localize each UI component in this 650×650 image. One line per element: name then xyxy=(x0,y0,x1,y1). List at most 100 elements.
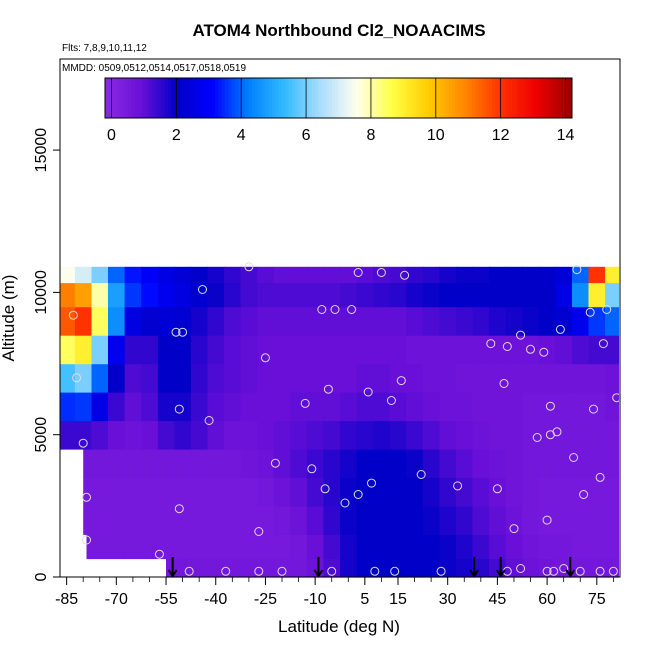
field-cell xyxy=(157,420,175,450)
sample-point xyxy=(499,379,509,388)
field-cell xyxy=(323,266,341,284)
field-cell xyxy=(157,392,175,422)
profile-arrow-head xyxy=(167,569,178,578)
field-cell xyxy=(373,477,391,507)
field-cell xyxy=(340,392,358,422)
colorbar-tick-label: 0 xyxy=(107,127,116,144)
field-cell xyxy=(108,306,126,336)
flights-subtitle: Flts: 7,8,9,10,11,12 xyxy=(62,43,147,54)
sample-point xyxy=(572,265,582,275)
field-cell xyxy=(207,335,225,365)
field-cell xyxy=(157,477,175,507)
field-cell xyxy=(406,306,424,336)
colorbar-segment xyxy=(125,78,129,118)
sample-point xyxy=(367,478,376,488)
sample-point xyxy=(516,564,526,573)
field-cell xyxy=(522,477,540,507)
sample-point xyxy=(589,404,598,414)
field-cell xyxy=(356,420,374,450)
field-cell xyxy=(389,282,407,308)
field-cell xyxy=(60,266,76,284)
field-cell xyxy=(422,477,440,507)
field-cell xyxy=(456,335,474,365)
field-cell xyxy=(108,420,126,450)
colorbar-segment xyxy=(528,78,533,118)
colorbar-segment xyxy=(545,78,550,118)
field-cell xyxy=(91,335,109,365)
sample-point xyxy=(595,472,605,482)
colorbar-segment xyxy=(298,78,303,118)
y-axis: 0 5000 10000 15000 xyxy=(33,128,60,581)
field-cell xyxy=(91,266,109,284)
field-cell xyxy=(505,335,523,365)
sample-point xyxy=(72,373,82,383)
sample-point xyxy=(254,527,264,536)
colorbar-segment xyxy=(311,78,316,118)
sample-point xyxy=(555,324,565,334)
field-cell xyxy=(588,335,606,365)
colorbar-segment xyxy=(271,78,276,118)
colorbar-segment xyxy=(238,78,243,118)
field-cell xyxy=(588,420,606,450)
colorbar-segment xyxy=(491,78,496,118)
field-cell xyxy=(422,335,440,365)
field-cell xyxy=(422,558,440,578)
field-cell xyxy=(207,282,225,308)
sample-point xyxy=(204,416,214,425)
field-cell xyxy=(323,335,341,365)
field-cell xyxy=(124,306,142,336)
field-cell xyxy=(340,420,358,450)
colorbar-segment xyxy=(111,78,116,118)
field-cell xyxy=(406,505,424,535)
field-cell xyxy=(588,534,606,560)
x-tick-label: -85 xyxy=(55,591,78,608)
field-cell xyxy=(207,392,225,422)
colorbar-segment xyxy=(405,78,409,118)
colorbar-segment xyxy=(501,78,506,118)
colorbar-segment xyxy=(475,78,479,118)
field-cell xyxy=(538,363,556,393)
field-cell xyxy=(141,335,159,365)
field-cell xyxy=(538,448,556,478)
field-cell xyxy=(422,534,440,560)
field-cell xyxy=(456,282,474,308)
field-cell xyxy=(389,505,407,535)
sample-point xyxy=(542,566,552,576)
sample-point xyxy=(595,566,605,576)
field-cell xyxy=(60,282,76,308)
field-cell xyxy=(240,448,258,478)
field-cell xyxy=(207,505,225,535)
field-cell xyxy=(373,420,391,450)
field-cell xyxy=(472,420,490,450)
field-cell xyxy=(373,505,391,535)
colorbar-segment xyxy=(401,78,406,118)
field-cell xyxy=(555,282,573,308)
field-cell xyxy=(489,477,507,507)
field-cell xyxy=(489,558,507,578)
field-cell xyxy=(306,505,325,535)
colorbar-segment xyxy=(275,78,279,118)
x-axis-label: Latitude (deg N) xyxy=(278,617,400,636)
field-cell xyxy=(190,392,209,422)
field-cell xyxy=(439,363,457,393)
colorbar-segment xyxy=(241,78,246,118)
colorbar-segment xyxy=(138,78,143,118)
field-cell xyxy=(356,534,374,560)
sample-point xyxy=(300,398,310,408)
field-cell xyxy=(505,534,523,560)
sample-point xyxy=(486,339,496,349)
field-cell xyxy=(605,448,619,478)
field-cell xyxy=(572,363,590,393)
field-cell xyxy=(356,335,374,365)
field-cell xyxy=(190,363,209,393)
sample-point xyxy=(492,484,502,494)
field-cell xyxy=(141,306,159,336)
sample-point xyxy=(353,490,363,499)
field-cell xyxy=(190,505,209,535)
colorbar-segment xyxy=(455,78,459,118)
field-cell xyxy=(605,363,619,393)
field-cell xyxy=(439,448,457,478)
colorbar-segment xyxy=(315,78,319,118)
sample-point xyxy=(174,504,184,514)
field-cell xyxy=(555,534,573,560)
